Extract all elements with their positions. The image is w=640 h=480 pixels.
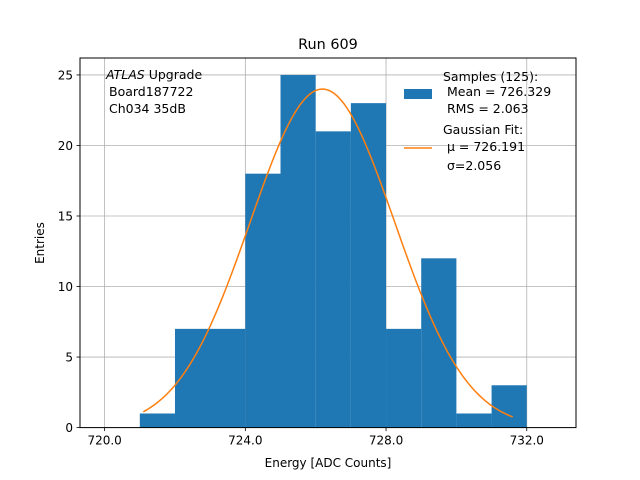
y-tick-label: 20 xyxy=(58,139,73,153)
plot-frame xyxy=(79,57,577,429)
legend-swatch-samples xyxy=(404,89,432,99)
annotation-line-3: Ch034 35dB xyxy=(109,101,186,116)
histogram-bar xyxy=(245,173,281,428)
annotation-upgrade: Upgrade xyxy=(145,67,203,82)
y-tick-label: 10 xyxy=(58,280,73,294)
x-tick-label: 720.0 xyxy=(87,434,121,448)
y-tick-label: 0 xyxy=(65,421,73,435)
legend-samples-line-3: RMS = 2.063 xyxy=(443,101,529,116)
histogram-bars xyxy=(139,74,527,428)
histogram-bar xyxy=(280,74,316,428)
legend-fit-line-1: Gaussian Fit: xyxy=(443,122,523,137)
histogram-bar xyxy=(350,103,387,428)
histogram-bar xyxy=(421,258,457,428)
histogram-bar xyxy=(174,328,246,428)
annotation-line-2: Board187722 xyxy=(109,84,193,99)
annotation-line-1: ATLAS Upgrade xyxy=(105,67,202,82)
legend-fit-line-3: σ=2.056 xyxy=(443,158,501,173)
chart-title: Run 609 xyxy=(298,37,358,53)
histogram-bar xyxy=(315,131,351,428)
x-tick-label: 728.0 xyxy=(369,434,403,448)
y-tick-label: 5 xyxy=(65,351,73,365)
axis-ticks: 720.0 724.0 728.0 732.0 0 5 10 15 20 25 xyxy=(58,68,544,447)
y-axis-label: Entries xyxy=(33,222,47,264)
legend-fit-line-2: μ = 726.191 xyxy=(443,139,525,154)
legend-samples-line-2: Mean = 726.329 xyxy=(443,84,551,99)
legend: Samples (125): Mean = 726.329 RMS = 2.06… xyxy=(404,69,551,173)
histogram-bar xyxy=(386,328,422,428)
x-tick-label: 724.0 xyxy=(228,434,262,448)
annotation-atlas: ATLAS xyxy=(105,67,145,82)
gaussian-fit-line xyxy=(142,88,513,418)
x-axis-label: Energy [ADC Counts] xyxy=(265,456,392,470)
histogram-bar xyxy=(139,413,175,428)
run-annotation: ATLAS Upgrade Board187722 Ch034 35dB xyxy=(105,67,202,116)
y-tick-label: 15 xyxy=(58,209,73,223)
histogram-bar xyxy=(456,413,492,428)
gaussian-fit-curve xyxy=(142,88,513,418)
legend-samples-line-1: Samples (125): xyxy=(443,69,538,84)
y-tick-label: 25 xyxy=(58,68,73,82)
x-tick-label: 732.0 xyxy=(510,434,544,448)
histogram-bar xyxy=(491,385,527,428)
